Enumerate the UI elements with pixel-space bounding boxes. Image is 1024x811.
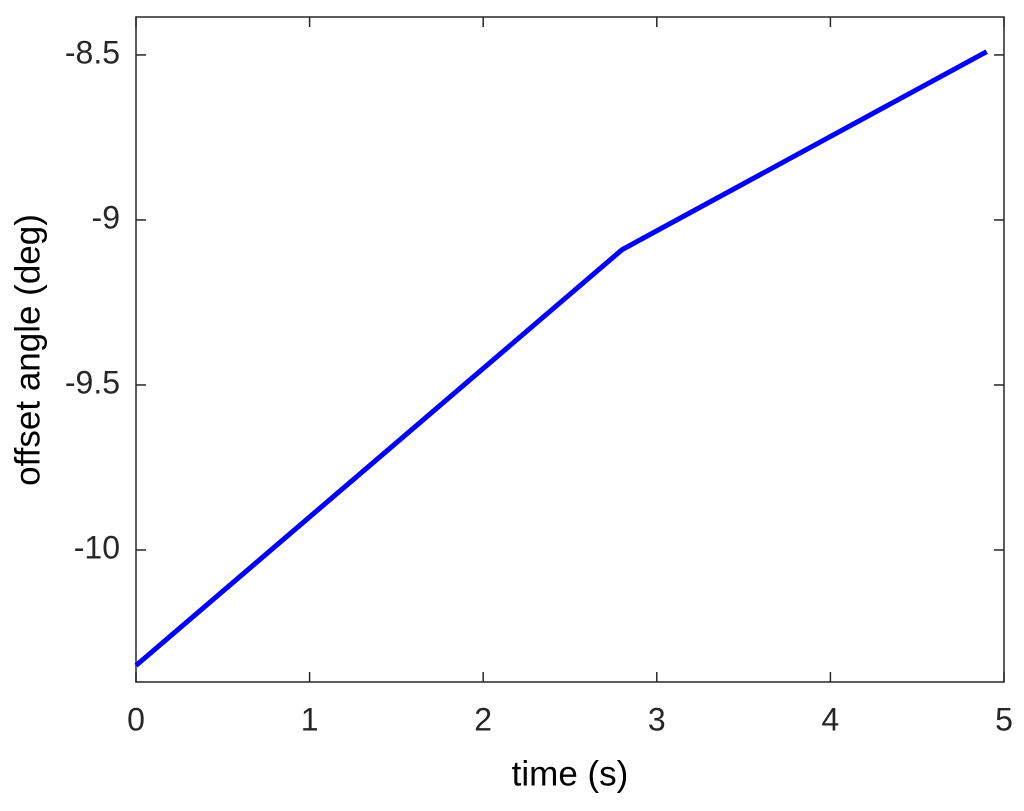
x-axis-label: time (s) bbox=[512, 754, 629, 793]
x-tick-label: 4 bbox=[822, 701, 840, 737]
x-tick-label: 3 bbox=[648, 701, 666, 737]
x-tick-label: 2 bbox=[474, 701, 492, 737]
y-axis-label: offset angle (deg) bbox=[8, 214, 47, 486]
data-line bbox=[134, 49, 988, 668]
y-tick-label: -10 bbox=[74, 529, 120, 565]
x-tick-label: 0 bbox=[127, 701, 145, 737]
plot-box bbox=[135, 16, 1005, 683]
y-tick-label: -9 bbox=[92, 199, 120, 235]
y-tick-label: -9.5 bbox=[65, 364, 120, 400]
y-tick-label: -8.5 bbox=[65, 34, 120, 70]
x-tick-label: 5 bbox=[995, 701, 1013, 737]
x-tick-label: 1 bbox=[301, 701, 319, 737]
